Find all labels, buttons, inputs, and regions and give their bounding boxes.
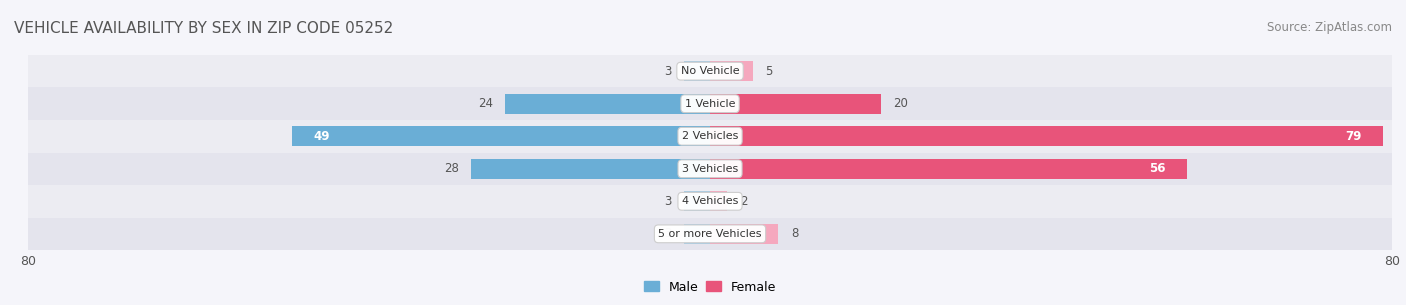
Bar (28, 217, 1392, 250)
Bar (292, 126, 710, 146)
Bar (506, 94, 710, 114)
Text: 79: 79 (1346, 130, 1362, 143)
Bar (28, 152, 1392, 185)
Bar (685, 61, 710, 81)
Bar (28, 55, 1392, 88)
Bar (685, 224, 710, 244)
Text: 8: 8 (792, 227, 799, 240)
Legend: Male, Female: Male, Female (638, 275, 782, 299)
Text: 5 or more Vehicles: 5 or more Vehicles (658, 229, 762, 239)
Text: 20: 20 (893, 97, 908, 110)
Text: 3: 3 (664, 195, 672, 208)
Text: No Vehicle: No Vehicle (681, 66, 740, 76)
Bar (28, 120, 1392, 152)
Bar (471, 159, 710, 179)
Bar (710, 126, 1384, 146)
Bar (710, 191, 727, 211)
Text: 2: 2 (740, 195, 748, 208)
Bar (685, 191, 710, 211)
Text: 24: 24 (478, 97, 492, 110)
Text: 28: 28 (444, 162, 458, 175)
Bar (710, 61, 752, 81)
Text: 2 Vehicles: 2 Vehicles (682, 131, 738, 141)
Text: 3: 3 (664, 227, 672, 240)
Bar (710, 159, 1188, 179)
Text: 4 Vehicles: 4 Vehicles (682, 196, 738, 206)
Text: 3 Vehicles: 3 Vehicles (682, 164, 738, 174)
Text: 56: 56 (1150, 162, 1166, 175)
Text: 5: 5 (765, 65, 773, 78)
Text: 3: 3 (664, 65, 672, 78)
Text: 1 Vehicle: 1 Vehicle (685, 99, 735, 109)
Bar (28, 185, 1392, 217)
Bar (710, 224, 779, 244)
Text: 49: 49 (314, 130, 330, 143)
Bar (710, 94, 880, 114)
Bar (28, 88, 1392, 120)
Text: Source: ZipAtlas.com: Source: ZipAtlas.com (1267, 21, 1392, 34)
Text: VEHICLE AVAILABILITY BY SEX IN ZIP CODE 05252: VEHICLE AVAILABILITY BY SEX IN ZIP CODE … (14, 21, 394, 36)
